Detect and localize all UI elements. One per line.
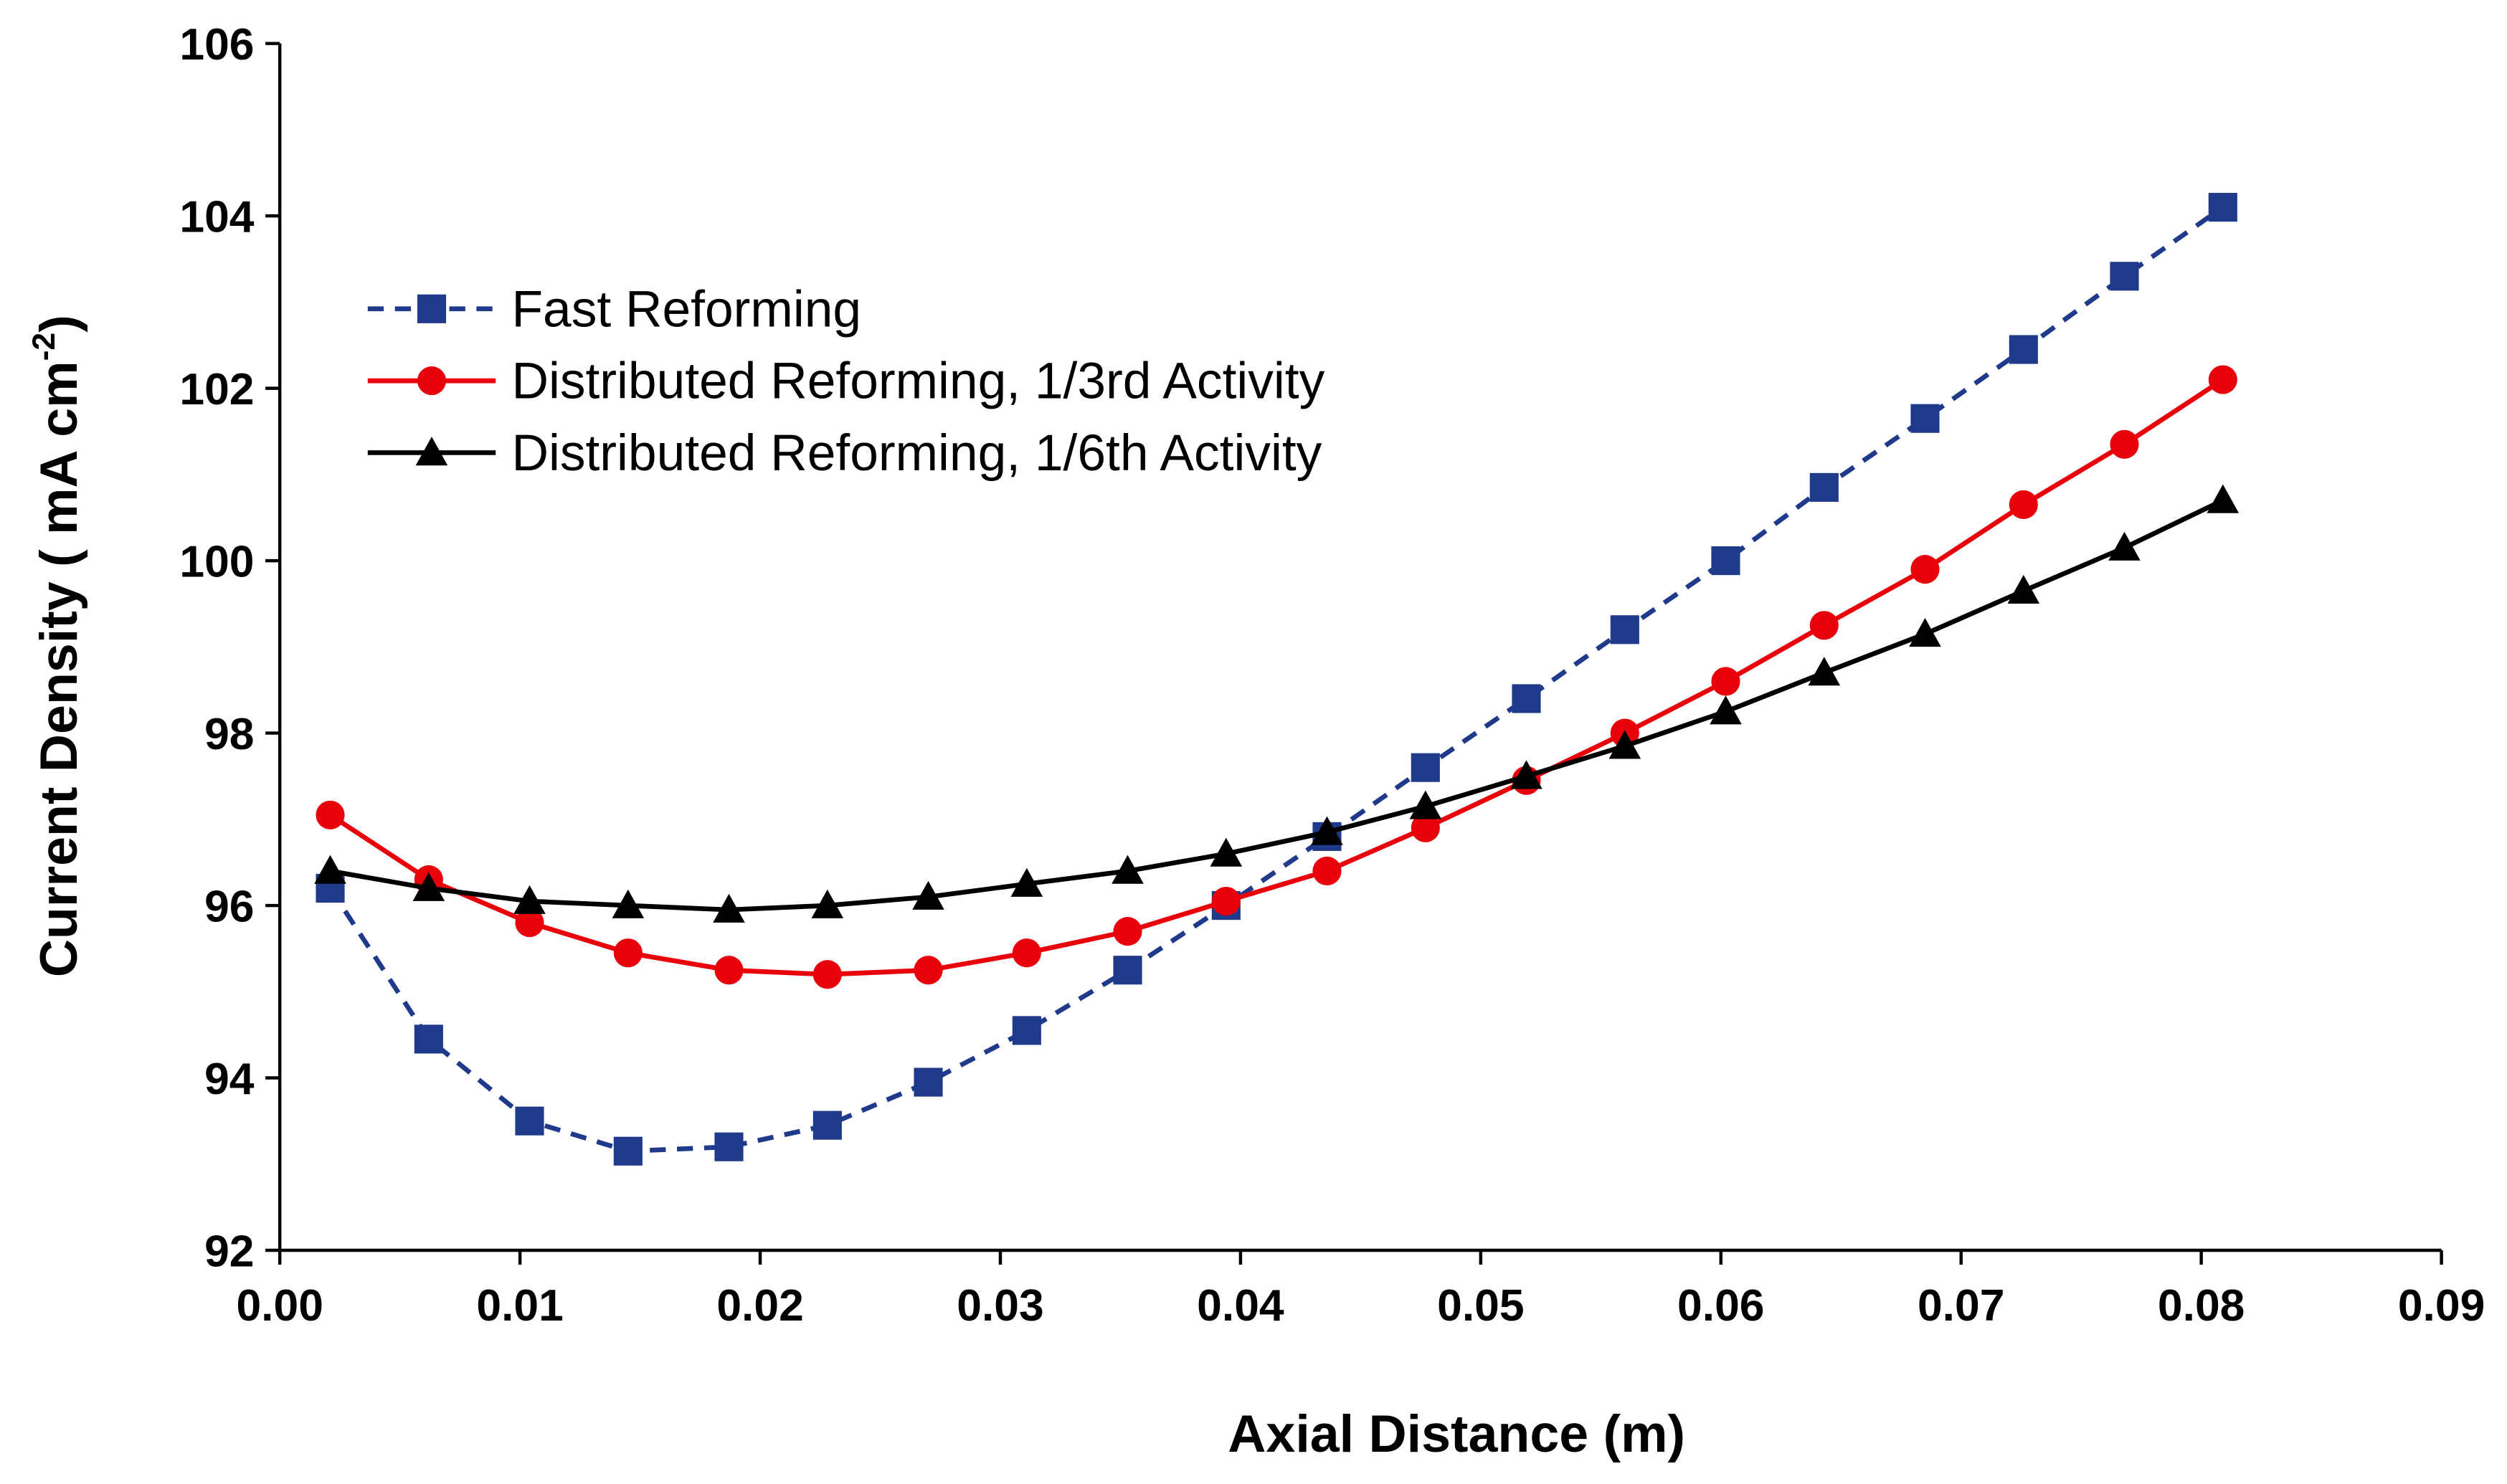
data-point (612, 889, 645, 918)
data-point (1510, 760, 1542, 789)
data-point (713, 893, 745, 923)
data-point (414, 1024, 443, 1054)
data-point (2110, 429, 2139, 459)
data-point (1210, 837, 1243, 867)
y-axis-title-end: ) (29, 315, 88, 333)
data-point (1512, 684, 1541, 713)
data-point (1809, 472, 1839, 502)
y-tick-label: 98 (204, 709, 254, 759)
data-point (714, 956, 744, 985)
data-point (1809, 611, 1839, 640)
legend-marker (417, 366, 447, 396)
data-point (2108, 531, 2141, 561)
y-tick-label: 100 (179, 536, 254, 586)
x-tick-label: 0.03 (957, 1280, 1043, 1331)
data-point (714, 1132, 744, 1161)
series-line (328, 377, 2224, 977)
data-point (1711, 546, 1740, 576)
data-point (613, 1136, 643, 1166)
series-line (329, 498, 2224, 913)
data-point (1808, 657, 1841, 686)
data-point (1409, 790, 1442, 819)
legend-label: Distributed Reforming, 1/3rd Activity (511, 353, 1324, 410)
data-point (2009, 335, 2038, 364)
data-point (412, 872, 445, 901)
data-point (1910, 404, 1940, 433)
y-tick-label: 102 (179, 364, 254, 414)
data-point (314, 855, 346, 884)
x-axis-title: Axial Distance (m) (1228, 1404, 1685, 1463)
x-tick-label: 0.04 (1197, 1280, 1284, 1331)
x-tick-label: 0.05 (1437, 1280, 1524, 1331)
data-point (513, 885, 546, 914)
data-point (1113, 956, 1142, 985)
data-point (914, 956, 943, 985)
data-point (912, 880, 944, 910)
y-tick-label: 94 (204, 1054, 255, 1104)
data-point (1909, 618, 1941, 647)
y-tick-label: 96 (204, 881, 254, 931)
data-point (1012, 938, 1041, 968)
x-tick-label: 0.08 (2158, 1280, 2245, 1331)
data-point (1311, 816, 1343, 845)
data-point (515, 1106, 544, 1136)
legend-label: Distributed Reforming, 1/6th Activity (511, 424, 1322, 482)
data-point (1010, 867, 1043, 897)
data-point (1608, 730, 1641, 759)
data-point (1012, 1016, 1041, 1045)
data-point (812, 960, 842, 989)
x-tick-label: 0.09 (2398, 1280, 2485, 1331)
data-point (316, 800, 345, 829)
data-point (812, 1110, 842, 1140)
legend-marker (415, 437, 448, 466)
data-point (811, 889, 844, 918)
data-point (2208, 365, 2237, 394)
y-axis-title-main: Current Density ( mA cm (29, 361, 88, 977)
data-point (1610, 615, 1639, 645)
data-point (1211, 886, 1241, 916)
x-tick-label: 0.00 (236, 1280, 323, 1331)
series-line (328, 205, 2224, 1154)
data-point (515, 908, 544, 938)
y-axis-title-sup: -2 (27, 333, 62, 361)
data-point (2208, 193, 2237, 222)
y-axis-title: Current Density ( mA cm-2) (27, 315, 88, 977)
x-tick-label: 0.06 (1677, 1280, 1764, 1331)
data-point (1112, 855, 1144, 884)
data-point (1710, 695, 1742, 725)
data-point (1411, 753, 1440, 782)
legend-marker (417, 294, 447, 323)
data-point (1312, 856, 1342, 886)
data-point (2007, 574, 2040, 604)
y-tick-label: 106 (179, 19, 254, 70)
data-point (1910, 555, 1940, 584)
x-tick-label: 0.02 (716, 1280, 803, 1331)
data-point (1711, 667, 1740, 696)
data-point (1113, 917, 1142, 946)
x-tick-label: 0.07 (1918, 1280, 2004, 1331)
y-tick-label: 92 (204, 1226, 254, 1276)
data-point (2207, 484, 2240, 513)
y-tick-label: 104 (179, 191, 254, 242)
data-point (1411, 813, 1440, 842)
data-point (613, 938, 643, 968)
data-point (2009, 490, 2038, 520)
data-point (2110, 262, 2139, 291)
data-point (914, 1067, 943, 1097)
x-tick-label: 0.01 (476, 1280, 563, 1331)
legend-label: Fast Reforming (511, 280, 861, 338)
